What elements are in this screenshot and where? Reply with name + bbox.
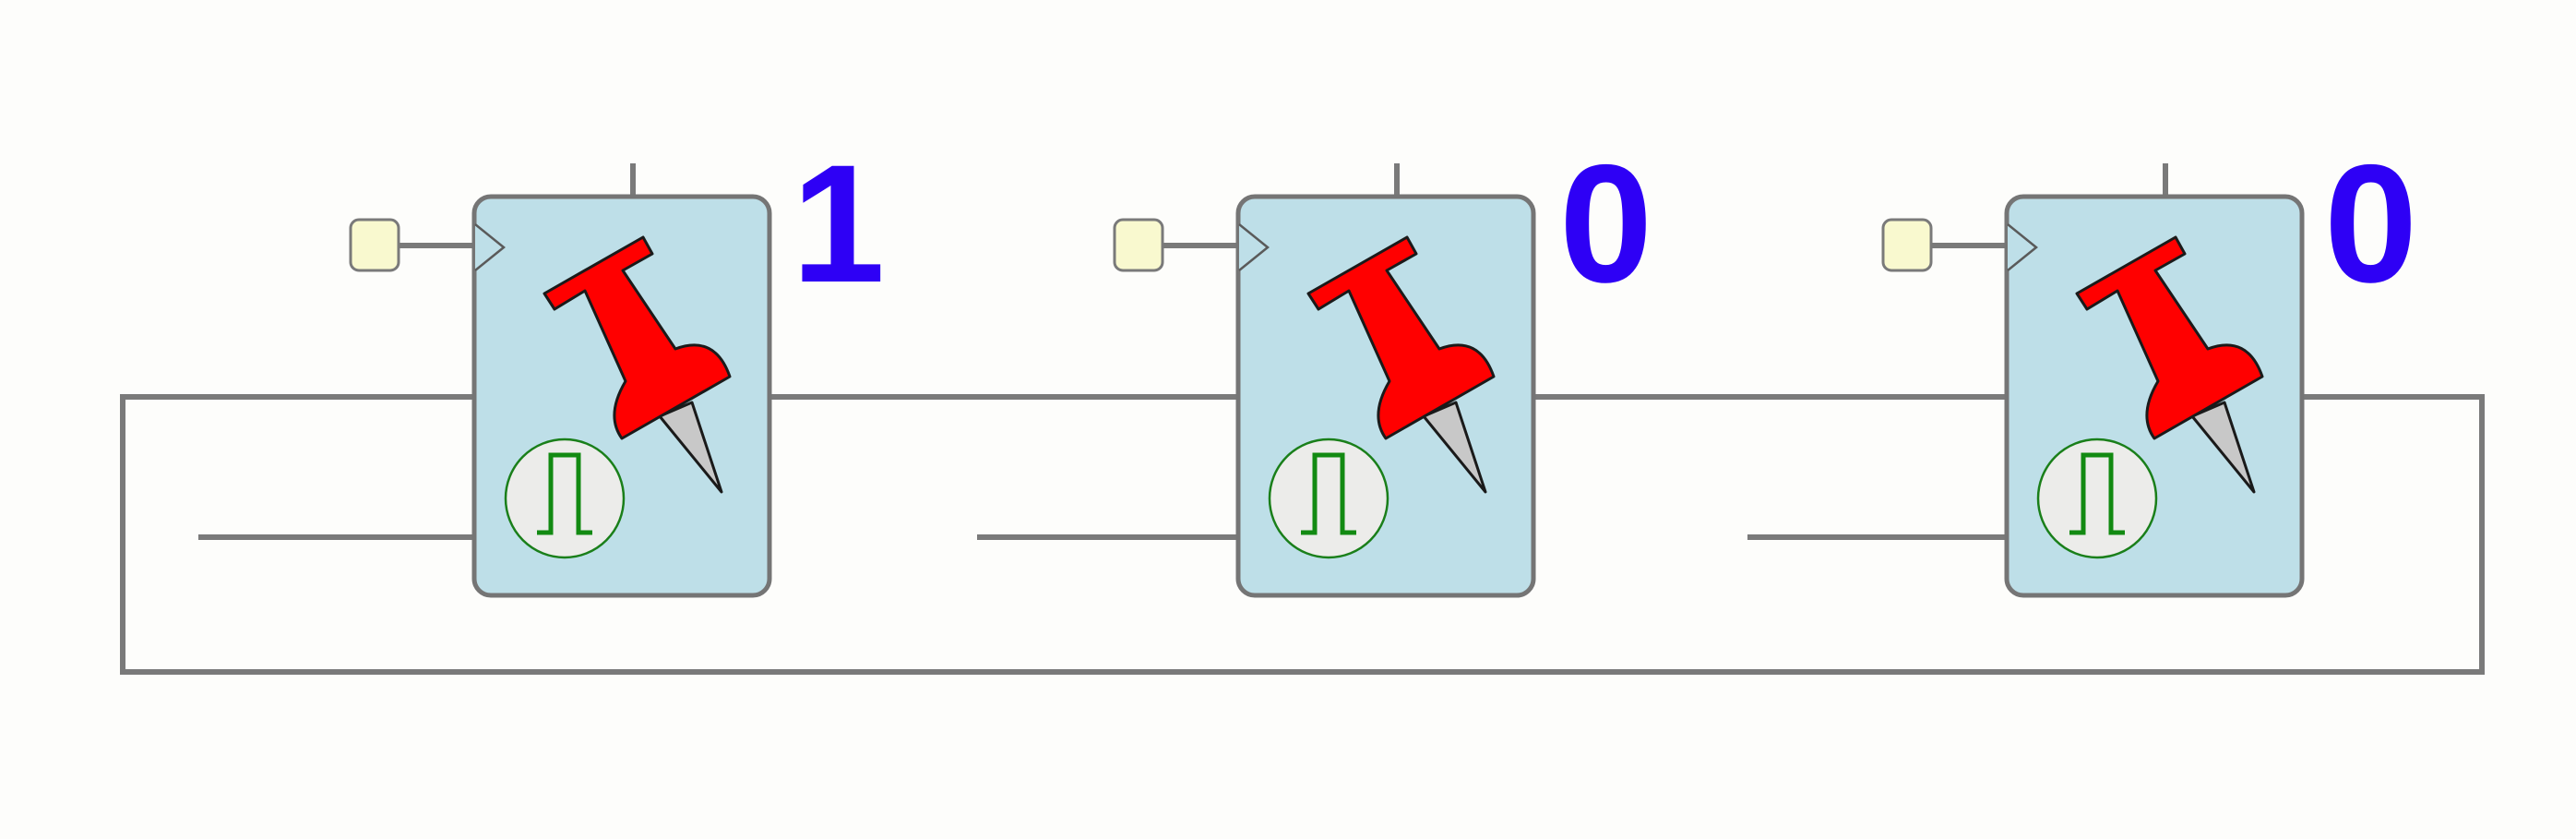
register-block-3[interactable]: 0 <box>1747 129 2417 598</box>
pushpin-icon <box>1306 235 1496 494</box>
clock-input-triangle <box>1238 223 1270 271</box>
register-value: 1 <box>792 129 885 318</box>
clock-input-triangle <box>2007 223 2038 271</box>
feedback-loop-wire <box>120 394 2485 675</box>
clock-input-pin[interactable] <box>349 218 400 272</box>
register-value: 0 <box>2324 129 2417 318</box>
register-value: 0 <box>1559 129 1652 318</box>
pushpin-icon <box>543 235 732 494</box>
clock-input-triangle <box>474 223 506 271</box>
pulse-icon <box>1268 437 1389 559</box>
register-block-1[interactable]: 1 <box>198 129 885 598</box>
pulse-icon <box>504 437 626 559</box>
pulse-icon <box>2036 437 2158 559</box>
pushpin-icon <box>2075 235 2264 494</box>
clock-input-pin[interactable] <box>1113 218 1164 272</box>
register-block-2[interactable]: 0 <box>977 129 1652 598</box>
clock-input-pin[interactable] <box>1881 218 1933 272</box>
